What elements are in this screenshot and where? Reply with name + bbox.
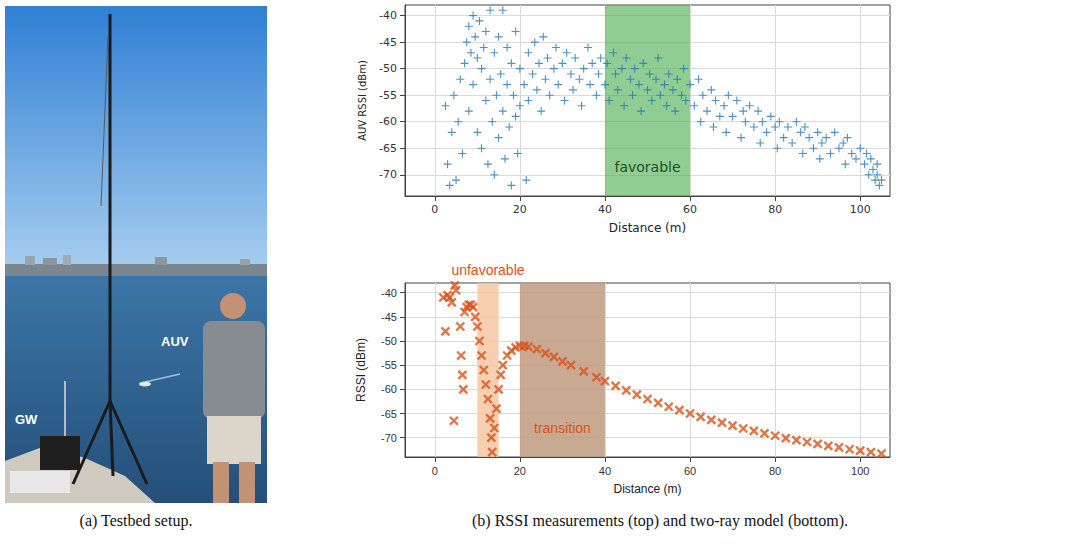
svg-text:Distance (m): Distance (m) <box>609 221 686 235</box>
svg-text:transition: transition <box>534 420 591 436</box>
svg-text:20: 20 <box>513 203 527 216</box>
html-text:(a) Testbed setup.: (a) Testbed setup. <box>79 512 193 529</box>
svg-text:-45: -45 <box>381 311 397 323</box>
svg-text:20: 20 <box>514 465 526 477</box>
svg-text:0: 0 <box>431 203 438 216</box>
svg-text:40: 40 <box>598 203 612 216</box>
svg-text:100: 100 <box>851 465 869 477</box>
svg-text:60: 60 <box>684 465 696 477</box>
svg-text:-50: -50 <box>381 335 397 347</box>
svg-text:favorable: favorable <box>614 159 680 175</box>
svg-text:-55: -55 <box>381 359 397 371</box>
svg-text:-55: -55 <box>379 89 397 102</box>
svg-text:-70: -70 <box>381 432 397 444</box>
svg-text:unfavorable: unfavorable <box>451 262 524 278</box>
svg-text:60: 60 <box>683 203 697 216</box>
svg-text:Distance (m): Distance (m) <box>613 482 681 496</box>
svg-text:0: 0 <box>432 465 438 477</box>
svg-text:100: 100 <box>850 203 871 216</box>
svg-text:-65: -65 <box>381 408 397 420</box>
svg-text:-70: -70 <box>379 168 397 181</box>
svg-text:AUV: AUV <box>161 334 189 349</box>
html-text:(b) RSSI measurements (top) an: (b) RSSI measurements (top) and two-ray … <box>472 512 848 529</box>
svg-text:80: 80 <box>769 465 781 477</box>
svg-text:-60: -60 <box>381 383 397 395</box>
svg-text:-65: -65 <box>379 142 397 155</box>
svg-text:80: 80 <box>768 203 782 216</box>
svg-text:-40: -40 <box>381 287 397 299</box>
svg-text:AUV RSSI (dBm): AUV RSSI (dBm) <box>357 60 368 141</box>
svg-text:-60: -60 <box>379 115 397 128</box>
svg-text:-50: -50 <box>379 62 397 75</box>
svg-text:40: 40 <box>599 465 611 477</box>
svg-text:RSSI (dBm): RSSI (dBm) <box>354 338 368 402</box>
svg-text:-40: -40 <box>379 9 397 22</box>
svg-text:GW: GW <box>15 412 38 427</box>
svg-text:-45: -45 <box>379 36 397 49</box>
